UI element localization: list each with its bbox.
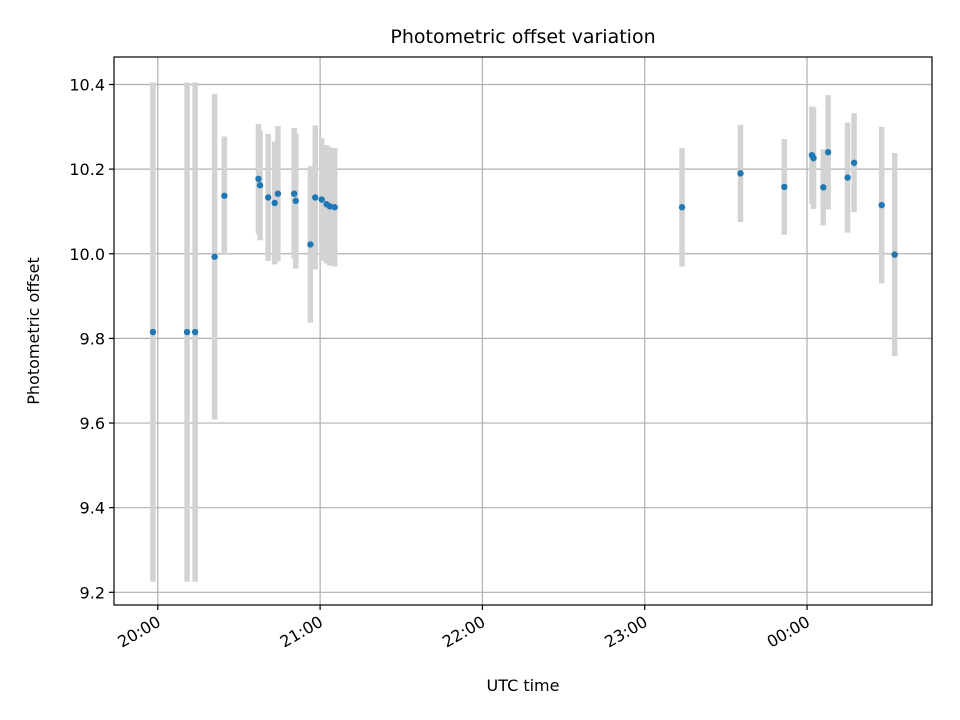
x-axis-label: UTC time [487,676,560,695]
x-tick-label: 22:00 [439,612,488,652]
data-point [149,328,157,336]
x-tick-label: 21:00 [277,612,326,652]
y-axis: 9.2 9.4 9.6 9.8 10.0 10.2 10.4 [69,76,114,602]
x-tick-label: 00:00 [764,612,813,652]
data-point [850,159,858,166]
x-tick-label: 23:00 [601,612,650,652]
data-point [844,174,851,181]
grid [114,57,932,605]
plot-frame [113,56,933,606]
data-point [326,203,334,210]
data-point [183,328,191,336]
data-point [271,199,278,207]
data-point [810,154,817,162]
error-bars [150,82,898,582]
y-tick-label: 10.0 [69,245,105,264]
data-point [737,170,744,177]
data-point [820,184,827,191]
data-point [264,194,272,201]
data-point [274,190,282,197]
data-point [331,204,338,211]
x-axis: 20:00 21:00 22:00 23:00 00:00 [114,605,813,652]
data-point [318,196,325,203]
data-point [878,201,885,209]
x-tick-label: 20:00 [114,612,163,652]
y-tick-label: 9.8 [80,329,105,348]
y-axis-label: Photometric offset [24,257,43,405]
chart-title: Photometric offset variation [390,26,655,48]
y-tick-label: 9.6 [80,414,105,433]
data-point [891,251,898,258]
data-point [292,197,299,205]
data-point [211,253,218,260]
data-point [824,149,832,156]
y-tick-label: 9.4 [80,499,105,518]
data-point [191,328,199,336]
data-points [149,149,898,336]
data-point [678,204,686,211]
data-point [290,190,298,197]
data-point [255,175,262,183]
data-point [221,192,228,199]
data-point [256,182,264,189]
y-tick-label: 10.4 [69,76,105,95]
data-point [312,194,319,201]
data-point [307,241,314,248]
data-point [781,183,788,191]
y-tick-label: 10.2 [69,160,105,179]
y-tick-label: 9.2 [80,583,105,602]
